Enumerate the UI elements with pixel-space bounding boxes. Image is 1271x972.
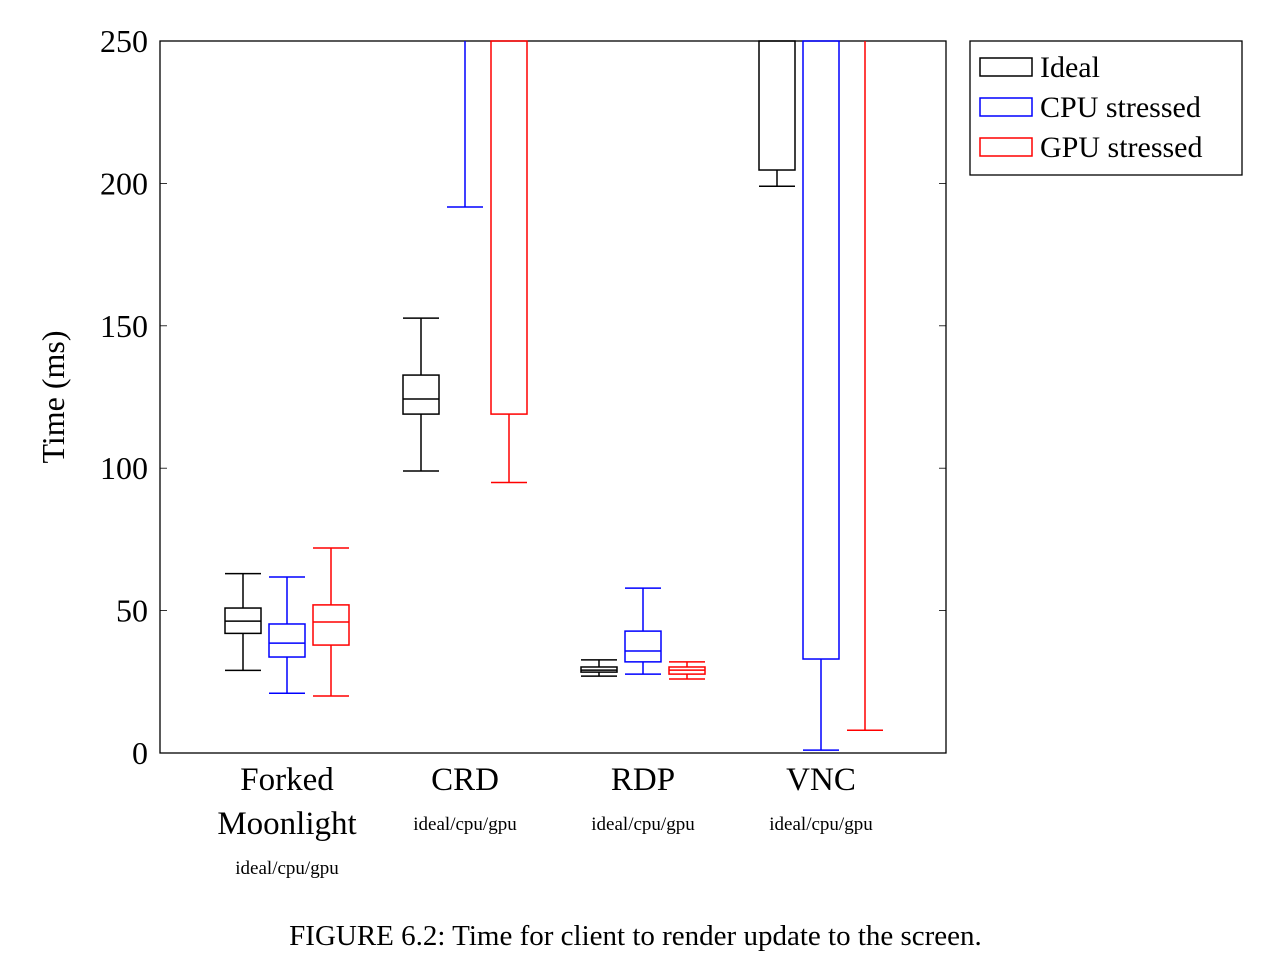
y-tick-label: 50 <box>116 593 148 629</box>
category-sublabel: ideal/cpu/gpu <box>591 814 695 835</box>
legend-label: GPU stressed <box>1040 131 1203 164</box>
box <box>268 623 306 658</box>
category-group: Forked Moonlight ideal/cpu/gpu <box>202 758 372 880</box>
box <box>624 630 662 663</box>
box <box>490 40 528 415</box>
category-label: VNC <box>786 762 856 798</box>
category-label: Forked Moonlight <box>217 762 357 842</box>
category-label: RDP <box>610 762 676 798</box>
legend-label: Ideal <box>1040 51 1100 84</box>
y-tick-label: 250 <box>100 23 148 59</box>
box <box>802 40 840 660</box>
box <box>402 374 440 415</box>
y-tick-label: 0 <box>132 735 148 771</box>
category-label: CRD <box>431 762 499 798</box>
category-group: RDP ideal/cpu/gpu <box>558 758 728 836</box>
legend-box <box>969 40 1243 176</box>
box <box>758 40 796 171</box>
legend-swatch <box>979 57 1033 77</box>
box <box>312 604 350 646</box>
legend-swatch <box>979 137 1033 157</box>
legend-label: CPU stressed <box>1040 91 1201 124</box>
plot-frame <box>159 40 947 754</box>
caption: FIGURE 6.2: Time for client to render up… <box>289 920 982 952</box>
legend-swatch <box>979 97 1033 117</box>
category-sublabel: ideal/cpu/gpu <box>413 814 517 835</box>
y-tick-label: 150 <box>100 308 148 344</box>
y-tick-label: 100 <box>100 450 148 486</box>
category-group: CRD ideal/cpu/gpu <box>380 758 550 836</box>
category-sublabel: ideal/cpu/gpu <box>235 858 339 879</box>
y-tick-label: 200 <box>100 165 148 201</box>
category-sublabel: ideal/cpu/gpu <box>769 814 873 835</box>
y-axis-label: Time (ms) <box>35 330 71 463</box>
category-group: VNC ideal/cpu/gpu <box>736 758 906 836</box>
